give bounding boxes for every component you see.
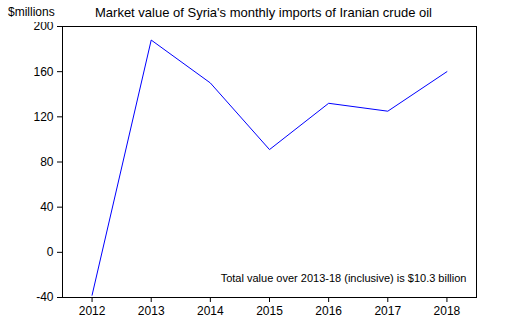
svg-text:2018: 2018 — [434, 304, 461, 318]
svg-text:-40: -40 — [36, 290, 54, 304]
html-text:$millions: $millions — [8, 5, 55, 19]
svg-text:2015: 2015 — [256, 304, 283, 318]
svg-text:Total value over 2013-18 (incl: Total value over 2013-18 (inclusive) is … — [221, 272, 467, 284]
svg-text:2014: 2014 — [197, 304, 224, 318]
svg-text:160: 160 — [33, 65, 53, 79]
svg-text:2016: 2016 — [315, 304, 342, 318]
svg-text:2012: 2012 — [79, 304, 106, 318]
svg-text:80: 80 — [40, 155, 54, 169]
svg-text:200: 200 — [33, 22, 53, 33]
svg-text:2017: 2017 — [374, 304, 401, 318]
html-text:Market value of Syria's monthl: Market value of Syria's monthly imports … — [95, 5, 432, 20]
svg-text:2013: 2013 — [138, 304, 165, 318]
svg-text:0: 0 — [47, 245, 54, 259]
svg-text:120: 120 — [33, 110, 53, 124]
svg-text:40: 40 — [40, 200, 54, 214]
